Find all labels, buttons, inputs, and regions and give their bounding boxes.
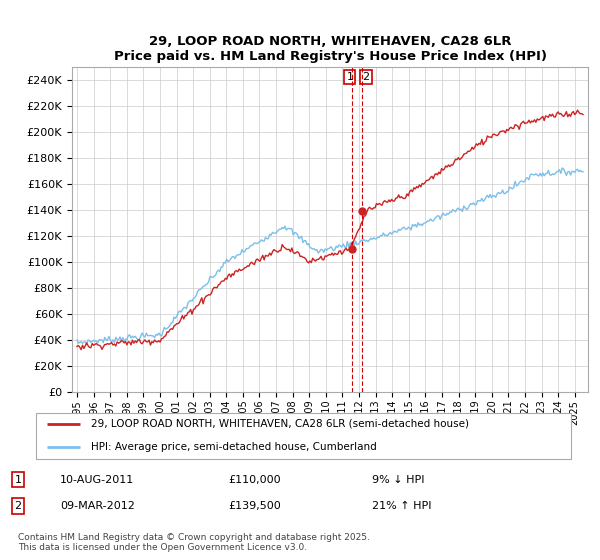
Text: 1: 1: [14, 475, 22, 484]
Text: £139,500: £139,500: [228, 501, 281, 511]
Text: 9% ↓ HPI: 9% ↓ HPI: [372, 475, 425, 484]
Text: 29, LOOP ROAD NORTH, WHITEHAVEN, CA28 6LR (semi-detached house): 29, LOOP ROAD NORTH, WHITEHAVEN, CA28 6L…: [91, 419, 469, 429]
Text: HPI: Average price, semi-detached house, Cumberland: HPI: Average price, semi-detached house,…: [91, 442, 376, 452]
Text: Contains HM Land Registry data © Crown copyright and database right 2025.
This d: Contains HM Land Registry data © Crown c…: [18, 533, 370, 552]
Text: 2: 2: [14, 501, 22, 511]
Text: 09-MAR-2012: 09-MAR-2012: [60, 501, 135, 511]
Text: 21% ↑ HPI: 21% ↑ HPI: [372, 501, 431, 511]
Text: £110,000: £110,000: [228, 475, 281, 484]
Text: 10-AUG-2011: 10-AUG-2011: [60, 475, 134, 484]
Text: 1: 1: [346, 72, 353, 82]
Title: 29, LOOP ROAD NORTH, WHITEHAVEN, CA28 6LR
Price paid vs. HM Land Registry's Hous: 29, LOOP ROAD NORTH, WHITEHAVEN, CA28 6L…: [113, 35, 547, 63]
Text: 2: 2: [362, 72, 370, 82]
FancyBboxPatch shape: [35, 413, 571, 459]
